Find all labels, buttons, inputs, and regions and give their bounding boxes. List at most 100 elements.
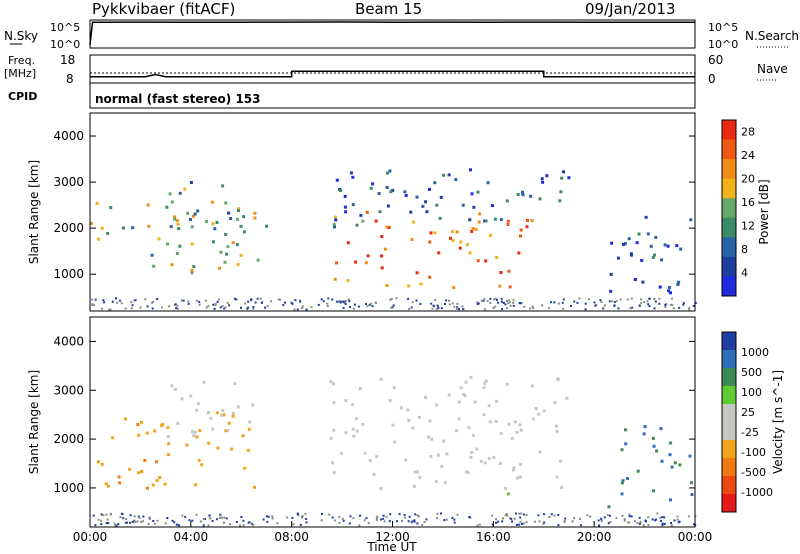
y-tick-label: 3000 bbox=[53, 175, 84, 189]
echo-cell bbox=[623, 242, 627, 246]
echo-cell bbox=[224, 201, 228, 205]
echo-cell bbox=[207, 411, 210, 415]
ground-scatter-cell bbox=[543, 513, 545, 516]
echo-cell bbox=[379, 487, 383, 491]
ground-scatter-cell bbox=[290, 301, 293, 304]
ground-scatter-cell bbox=[240, 306, 242, 309]
echo-cell bbox=[424, 200, 428, 204]
echo-cell bbox=[678, 463, 682, 467]
ground-scatter-cell bbox=[108, 308, 111, 311]
ground-scatter-cell bbox=[270, 300, 272, 303]
y-tick-label: 3000 bbox=[53, 383, 84, 397]
echo-cell bbox=[372, 473, 376, 476]
echo-cell bbox=[434, 480, 438, 483]
ground-scatter-cell bbox=[523, 305, 526, 308]
ground-scatter-cell bbox=[100, 523, 103, 526]
echo-cell bbox=[146, 203, 150, 207]
echo-cell bbox=[654, 235, 658, 239]
echo-cell bbox=[530, 219, 534, 222]
power-colorbar-swatch bbox=[722, 139, 736, 160]
ground-scatter-cell bbox=[436, 512, 439, 515]
x-tick-label: 00:00 bbox=[73, 530, 108, 544]
echo-cell bbox=[410, 237, 414, 241]
ground-scatter-cell bbox=[522, 522, 525, 525]
echo-cell bbox=[344, 431, 348, 435]
ground-scatter-cell bbox=[628, 515, 631, 518]
echo-cell bbox=[534, 407, 538, 410]
echo-cell bbox=[620, 492, 624, 496]
ground-scatter-cell bbox=[563, 520, 566, 523]
echo-cell bbox=[484, 379, 488, 383]
ground-scatter-cell bbox=[390, 306, 393, 309]
echo-cell bbox=[121, 226, 125, 230]
echo-cell bbox=[413, 485, 416, 488]
ground-scatter-cell bbox=[601, 307, 604, 309]
echo-cell bbox=[607, 505, 611, 509]
echo-cell bbox=[452, 286, 456, 290]
echo-cell bbox=[145, 486, 149, 490]
echo-cell bbox=[660, 459, 664, 463]
ground-scatter-cell bbox=[416, 522, 419, 525]
ground-scatter-cell bbox=[239, 524, 241, 527]
ground-scatter-cell bbox=[531, 305, 534, 308]
velocity-colorbar-swatch bbox=[722, 422, 736, 441]
echo-cell bbox=[507, 422, 511, 426]
ground-scatter-cell bbox=[138, 517, 141, 519]
ground-scatter-cell bbox=[653, 298, 656, 300]
ground-scatter-cell bbox=[349, 515, 352, 518]
echo-cell bbox=[559, 459, 563, 463]
ground-scatter-cell bbox=[296, 512, 299, 515]
echo-cell bbox=[222, 413, 226, 417]
echo-cell bbox=[498, 461, 502, 465]
nsky-label: N.Sky bbox=[4, 29, 38, 43]
echo-cell bbox=[649, 244, 653, 248]
ground-scatter-cell bbox=[301, 516, 303, 519]
velocity-panel: 1000 2000 3000 4000 Slant Range [km] 1000 50… bbox=[27, 316, 785, 554]
velocity-colorbar-swatch bbox=[722, 404, 736, 423]
power-colorbar-tick: 28 bbox=[741, 126, 755, 139]
ground-scatter-cell bbox=[207, 305, 210, 308]
ground-scatter-cell bbox=[676, 518, 679, 521]
ground-scatter-cell bbox=[493, 298, 496, 301]
echo-cell bbox=[506, 223, 510, 226]
echo-cell bbox=[636, 469, 640, 473]
ground-scatter-cell bbox=[410, 306, 413, 309]
ground-scatter-cell bbox=[208, 514, 211, 517]
echo-cell bbox=[202, 380, 206, 384]
echo-cell bbox=[413, 470, 417, 474]
echo-cell bbox=[176, 421, 180, 425]
nsky-panel: N.Sky 10^5 10^0 10^5 10^0 N.Search bbox=[4, 19, 799, 51]
echo-cell bbox=[106, 484, 110, 488]
ground-scatter-cell bbox=[367, 522, 370, 525]
ground-scatter-cell bbox=[651, 518, 654, 521]
ground-scatter-cell bbox=[264, 306, 267, 309]
ground-scatter-cell bbox=[604, 304, 606, 307]
ground-scatter-cell bbox=[202, 518, 205, 521]
echo-cell bbox=[380, 235, 384, 239]
echo-cell bbox=[519, 428, 523, 432]
echo-cell bbox=[439, 195, 443, 199]
ground-scatter-cell bbox=[134, 299, 137, 302]
ground-scatter-cell bbox=[195, 299, 198, 302]
ground-scatter-cell bbox=[653, 307, 656, 310]
ground-scatter-cell bbox=[478, 523, 481, 526]
echo-cell bbox=[226, 245, 230, 249]
echo-cell bbox=[243, 466, 247, 470]
ground-scatter-cell bbox=[593, 301, 596, 304]
echo-cell bbox=[620, 481, 624, 485]
echo-cell bbox=[679, 247, 683, 251]
ground-scatter-cell bbox=[451, 302, 454, 305]
echo-cell bbox=[616, 256, 620, 260]
echo-cell bbox=[333, 277, 337, 281]
echo-cell bbox=[404, 458, 408, 462]
ground-scatter-cell bbox=[414, 513, 417, 516]
ground-scatter-cell bbox=[347, 298, 350, 301]
velocity-colorbar-swatch bbox=[722, 332, 736, 351]
velocity-colorbar-tick: -25 bbox=[741, 426, 759, 439]
echo-cell bbox=[433, 181, 437, 185]
x-tick-label: 00:00 bbox=[678, 530, 713, 544]
ground-scatter-cell bbox=[176, 307, 179, 310]
echo-cell bbox=[519, 462, 523, 466]
echo-cell bbox=[231, 414, 235, 418]
ground-scatter-cell bbox=[260, 301, 263, 304]
